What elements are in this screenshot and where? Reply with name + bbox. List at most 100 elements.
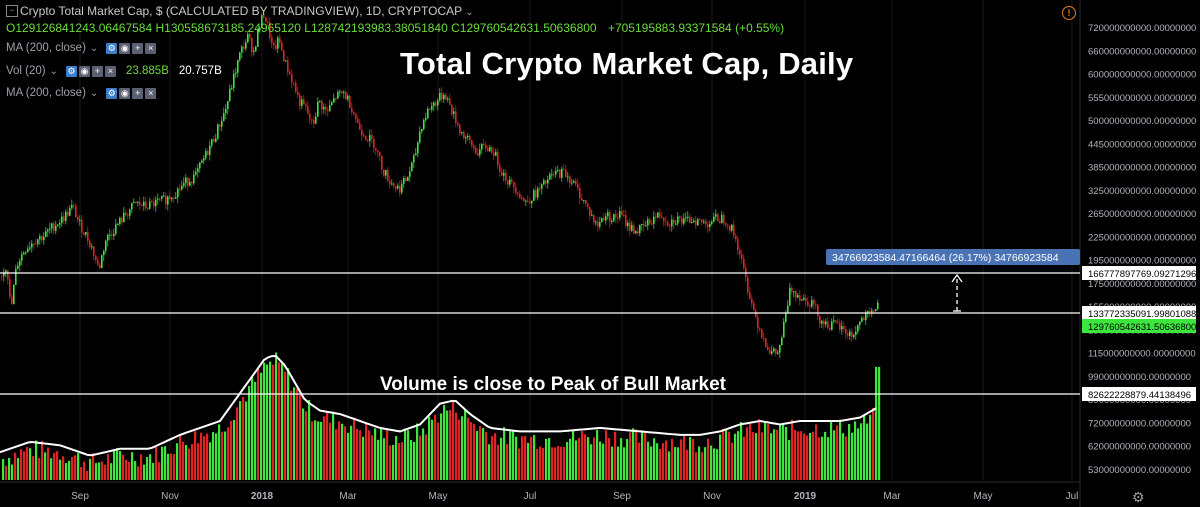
volume-bar <box>29 448 32 480</box>
candle-body <box>635 231 637 234</box>
volume-bar <box>68 460 71 480</box>
close-icon[interactable]: × <box>145 42 157 54</box>
candle-body <box>21 254 23 261</box>
volume-bar <box>41 440 44 480</box>
volume-bar <box>131 452 134 480</box>
candle-body <box>139 201 141 205</box>
indicator-volume[interactable]: Vol (20) ⌄ ⚙ ◉ + × 23.885B 20.757B <box>6 65 222 77</box>
alert-icon[interactable]: ! <box>1062 6 1076 20</box>
volume-bar <box>470 422 473 480</box>
volume-bar <box>182 441 185 480</box>
collapse-icon[interactable]: − <box>6 5 18 17</box>
close-icon[interactable]: × <box>145 87 157 99</box>
candle-body <box>141 204 143 206</box>
volume-bar <box>872 407 875 480</box>
add-icon[interactable]: + <box>92 65 104 77</box>
candle-body <box>591 215 593 217</box>
volume-bar <box>536 448 539 480</box>
candle-body <box>827 321 829 329</box>
candle-body <box>445 94 447 100</box>
visibility-icon[interactable]: ◉ <box>79 65 91 77</box>
volume-bar <box>326 412 329 480</box>
candle-body <box>747 277 749 293</box>
volume-bar <box>611 446 614 480</box>
volume-bar <box>221 431 224 480</box>
candle-body <box>479 149 481 156</box>
candle-body <box>399 185 401 193</box>
candle-body <box>193 174 195 184</box>
candle-body <box>711 221 713 225</box>
chevron-down-icon[interactable]: ⌄ <box>89 42 99 54</box>
volume-bar <box>167 453 170 480</box>
candle-body <box>681 218 683 224</box>
volume-bar <box>302 408 305 480</box>
volume-bar <box>695 452 698 480</box>
volume-bar <box>737 431 740 480</box>
volume-bar <box>848 424 851 480</box>
volume-bar <box>686 449 689 480</box>
candle-body <box>241 46 243 53</box>
volume-bar <box>35 440 38 480</box>
candle-body <box>609 212 611 222</box>
last-price-label: 129760542631.50636800 <box>1088 322 1196 333</box>
volume-bar <box>767 424 770 480</box>
candle-body <box>23 252 25 255</box>
visibility-icon[interactable]: ◉ <box>119 87 131 99</box>
indicator-ma-1[interactable]: MA (200, close) ⌄ ⚙ ◉ + × <box>6 42 157 54</box>
chevron-down-icon[interactable]: ⌄ <box>89 87 99 99</box>
candle-body <box>757 316 759 329</box>
y-tick-label: 445000000000.00000000 <box>1088 139 1196 150</box>
candle-body <box>111 234 113 236</box>
candle-body <box>55 225 57 231</box>
candle-body <box>807 301 809 306</box>
add-icon[interactable]: + <box>132 87 144 99</box>
candle-body <box>599 222 601 227</box>
candle-body <box>443 94 445 100</box>
measure-arrow-head <box>951 273 963 283</box>
candle-body <box>383 169 385 176</box>
candle-body <box>669 225 671 227</box>
settings-icon[interactable]: ⚙ <box>66 65 78 77</box>
indicator-label: MA (200, close) <box>6 42 86 54</box>
visibility-icon[interactable]: ◉ <box>119 42 131 54</box>
candle-body <box>565 169 567 178</box>
settings-icon[interactable]: ⚙ <box>106 87 118 99</box>
y-tick-label: 195000000000.00000000 <box>1088 256 1196 267</box>
candle-body <box>281 42 283 51</box>
candle-body <box>637 231 639 234</box>
candle-body <box>873 310 875 312</box>
candle-body <box>797 295 799 298</box>
candle-body <box>313 119 315 124</box>
candle-body <box>345 92 347 100</box>
candle-body <box>813 300 815 305</box>
candle-body <box>821 320 823 324</box>
volume-bar <box>392 444 395 480</box>
close-icon[interactable]: × <box>105 65 117 77</box>
candle-body <box>199 162 201 169</box>
volume-bar <box>443 404 446 480</box>
indicator-ma-2[interactable]: MA (200, close) ⌄ ⚙ ◉ + × <box>6 87 157 99</box>
volume-bar <box>329 422 332 480</box>
candle-body <box>651 223 653 225</box>
chevron-down-icon[interactable]: ⌄ <box>465 7 474 18</box>
candle-body <box>491 147 493 153</box>
volume-bar <box>254 381 257 480</box>
candle-body <box>455 111 457 123</box>
candle-body <box>363 135 365 137</box>
volume-bar <box>596 429 599 480</box>
add-icon[interactable]: + <box>132 42 144 54</box>
candle-body <box>543 180 545 185</box>
volume-bar <box>668 451 671 480</box>
candle-body <box>799 295 801 301</box>
gear-icon[interactable]: ⚙ <box>1132 489 1145 505</box>
chevron-down-icon[interactable]: ⌄ <box>49 65 59 77</box>
candle-body <box>723 214 725 224</box>
volume-bar <box>491 436 494 480</box>
volume-bar <box>458 419 461 480</box>
candle-body <box>297 92 299 96</box>
volume-bar <box>230 420 233 480</box>
candle-body <box>763 337 765 339</box>
settings-icon[interactable]: ⚙ <box>106 42 118 54</box>
candle-body <box>353 112 355 115</box>
